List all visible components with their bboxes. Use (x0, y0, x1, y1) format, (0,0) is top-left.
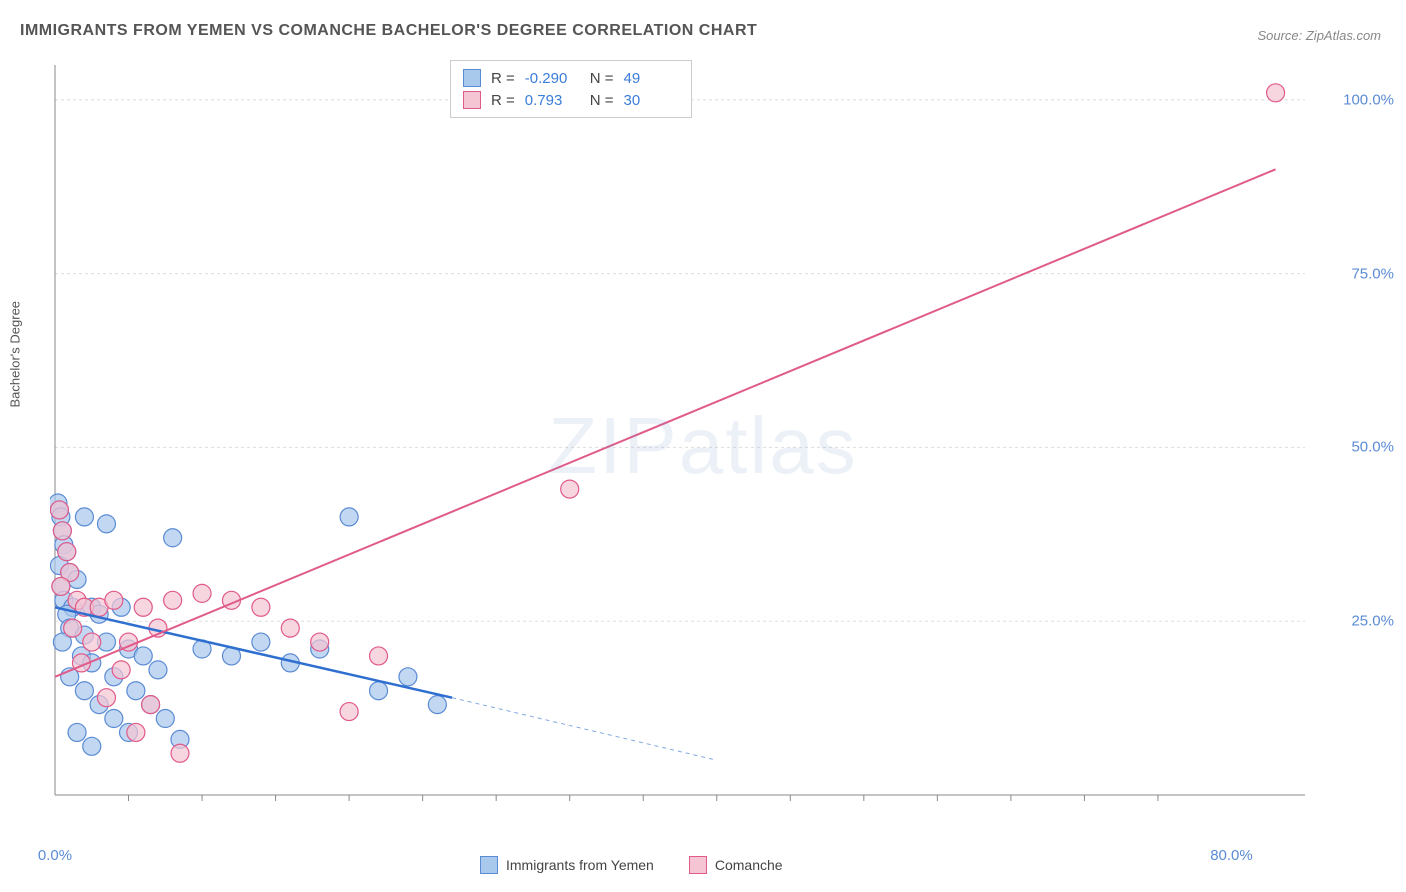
n-label: N = (590, 70, 614, 87)
swatch-pink (463, 91, 481, 109)
y-axis-label: Bachelor's Degree (8, 301, 23, 408)
legend-item-yemen: Immigrants from Yemen (480, 856, 654, 874)
plot-area (50, 55, 1380, 825)
chart-svg (50, 55, 1380, 825)
legend-label-yemen: Immigrants from Yemen (506, 857, 654, 873)
stats-row-comanche: R = 0.793 N = 30 (463, 89, 679, 111)
stats-legend-box: R = -0.290 N = 49 R = 0.793 N = 30 (450, 60, 692, 118)
n-label: N = (590, 92, 614, 109)
n-value-yemen: 49 (624, 70, 679, 87)
r-label: R = (491, 92, 515, 109)
stats-row-yemen: R = -0.290 N = 49 (463, 67, 679, 89)
r-value-comanche: 0.793 (525, 92, 580, 109)
chart-title: IMMIGRANTS FROM YEMEN VS COMANCHE BACHEL… (20, 22, 757, 40)
n-value-comanche: 30 (624, 92, 679, 109)
swatch-pink (689, 856, 707, 874)
legend-item-comanche: Comanche (689, 856, 783, 874)
legend-label-comanche: Comanche (715, 857, 783, 873)
x-tick-label: 0.0% (38, 847, 72, 864)
r-value-yemen: -0.290 (525, 70, 580, 87)
swatch-blue (463, 69, 481, 87)
swatch-blue (480, 856, 498, 874)
y-tick-label: 75.0% (1351, 265, 1394, 282)
x-tick-label: 80.0% (1210, 847, 1253, 864)
r-label: R = (491, 70, 515, 87)
bottom-legend: Immigrants from Yemen Comanche (480, 856, 783, 874)
y-tick-label: 25.0% (1351, 613, 1394, 630)
y-tick-label: 100.0% (1343, 91, 1394, 108)
y-tick-label: 50.0% (1351, 439, 1394, 456)
source-label: Source: ZipAtlas.com (1257, 28, 1381, 43)
